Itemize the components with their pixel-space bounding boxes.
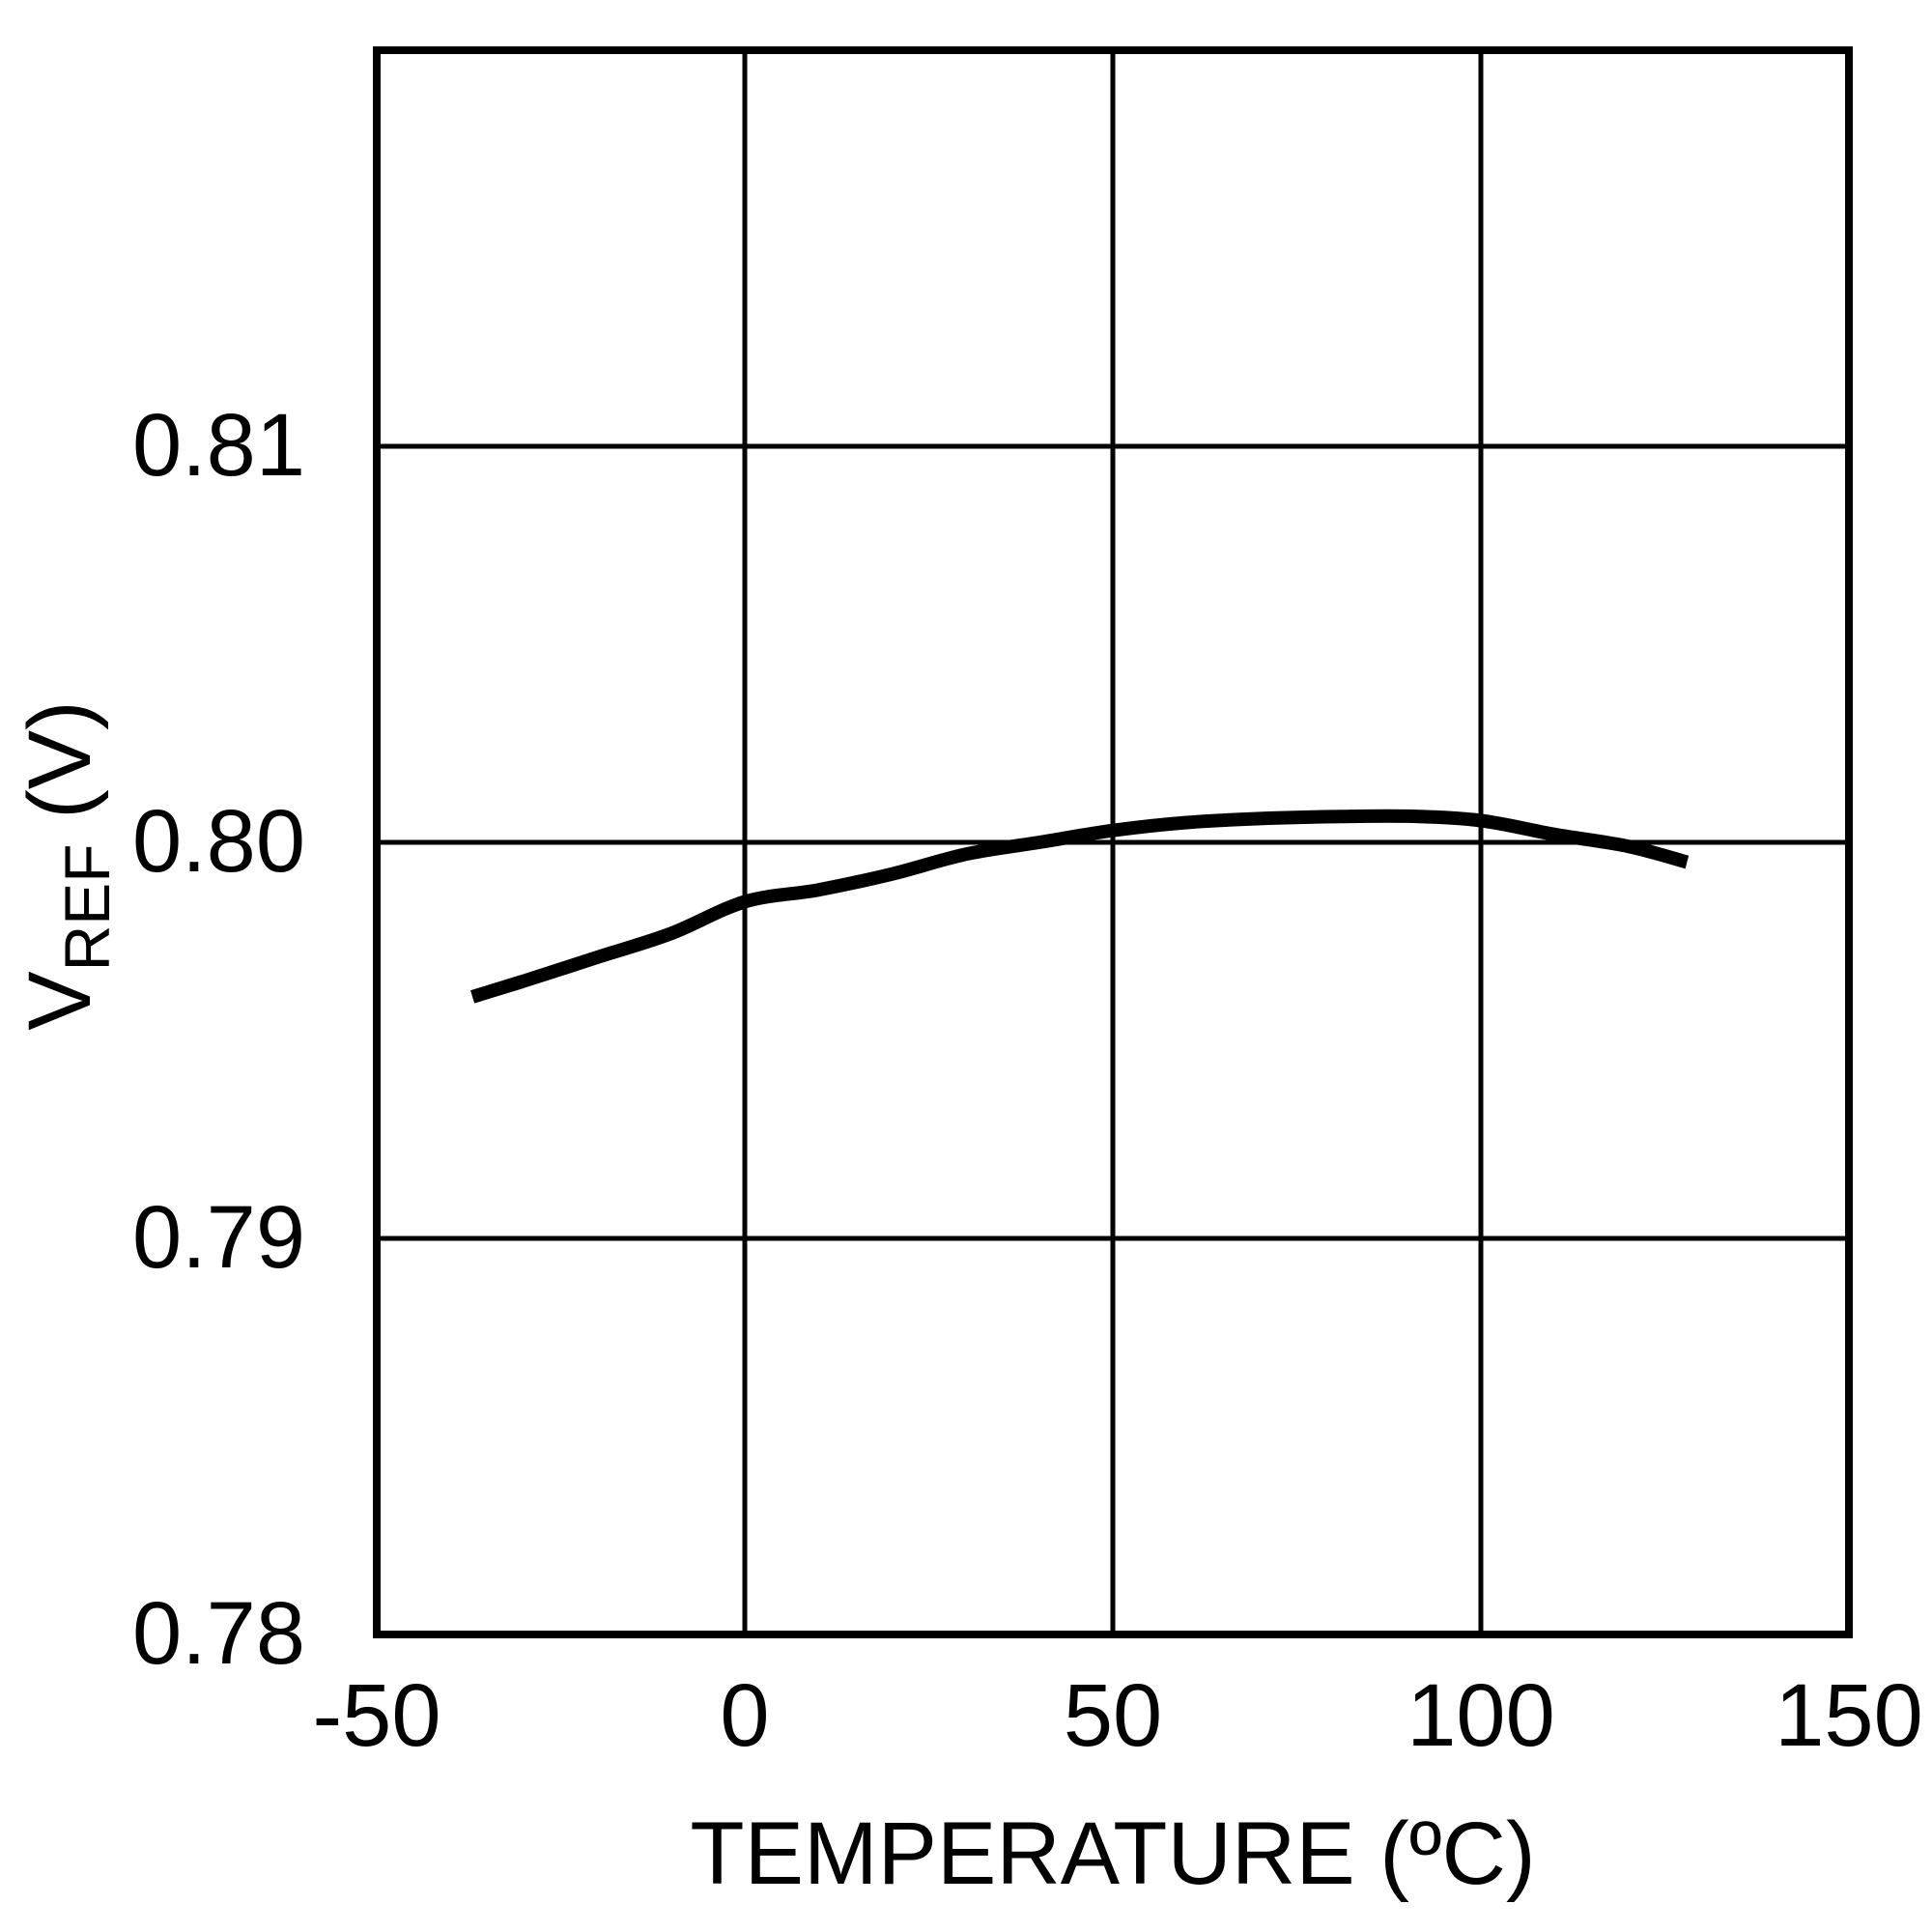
- y-axis-label-unit: (V): [11, 700, 109, 843]
- x-axis-tick-labels: -50 0 50 100 150: [313, 1666, 1923, 1765]
- x-tick-label: 0: [720, 1666, 769, 1765]
- y-tick-label: 0.81: [132, 396, 305, 495]
- y-axis-tick-labels: 0.78 0.79 0.80 0.81: [132, 396, 305, 1683]
- grid-lines: [377, 50, 1849, 1634]
- y-axis-label: VREF (V): [11, 700, 123, 1031]
- x-tick-label: 150: [1775, 1666, 1923, 1765]
- y-tick-label: 0.80: [132, 792, 305, 891]
- x-tick-label: 50: [1064, 1666, 1162, 1765]
- x-axis-label: TEMPERATURE (ºC): [690, 1804, 1535, 1903]
- x-tick-label: -50: [313, 1666, 441, 1765]
- y-tick-label: 0.79: [132, 1188, 305, 1287]
- vref-curve: [470, 809, 1690, 1004]
- y-axis-label-main: V: [11, 971, 109, 1030]
- plot-frame: [373, 46, 1853, 1638]
- y-axis-label-subscript: REF: [51, 843, 123, 971]
- x-tick-label: 100: [1406, 1666, 1555, 1765]
- y-tick-label: 0.78: [132, 1584, 305, 1683]
